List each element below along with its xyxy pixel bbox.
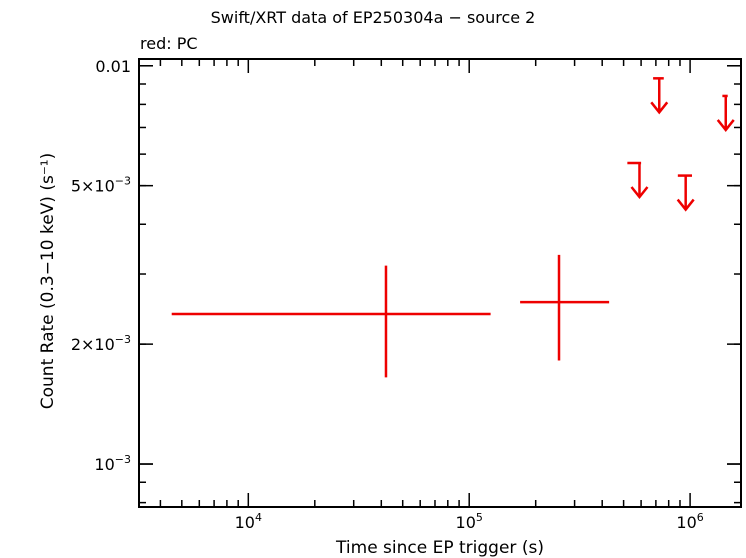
major-ticks <box>139 65 741 465</box>
upper-limit-arrow <box>650 77 669 115</box>
y-axis-label: Count Rate (0.3−10 keV) (s⁻¹) <box>38 153 58 410</box>
minor-ticks <box>139 59 741 507</box>
x-tick-label: 104 <box>235 511 262 532</box>
x-tick-label: 105 <box>456 511 483 532</box>
tick-labels: 104 105 106 0.01 5×10−3 2×10−3 10−3 <box>71 57 704 532</box>
upper-limit-arrow <box>676 174 695 212</box>
upper-limit-head <box>676 198 695 212</box>
data-marks <box>171 77 735 378</box>
y-tick-label: 0.01 <box>95 57 131 76</box>
y-tick-label: 10−3 <box>94 453 131 474</box>
chart-title: Swift/XRT data of EP250304a − source 2 <box>210 8 536 27</box>
upper-limit-head <box>630 186 649 200</box>
upper-limit-head <box>716 119 735 132</box>
upper-limit-arrow <box>716 94 735 132</box>
upper-limit-arrow <box>627 161 649 200</box>
upper-limit-head <box>650 101 669 115</box>
plot-frame <box>138 58 742 508</box>
x-axis-label: Time since EP trigger (s) <box>335 538 544 558</box>
x-tick-label: 106 <box>676 511 703 532</box>
y-tick-label: 2×10−3 <box>71 333 131 354</box>
chart-subtitle: red: PC <box>140 34 198 53</box>
y-tick-label: 5×10−3 <box>71 175 131 196</box>
